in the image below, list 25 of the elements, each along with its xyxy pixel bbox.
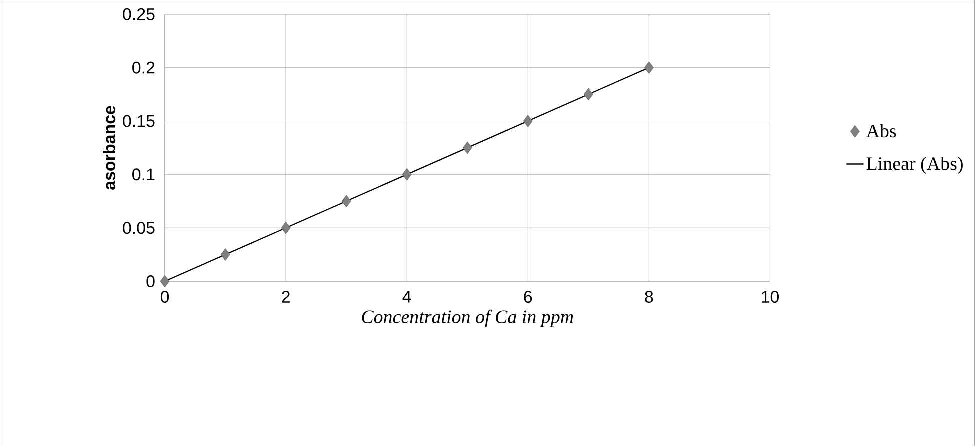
x-tick-label: 8 xyxy=(645,291,654,304)
x-axis-title: Concentration of Ca in ppm xyxy=(362,310,574,328)
x-tick-label: 2 xyxy=(282,291,290,304)
point xyxy=(644,62,654,74)
point xyxy=(220,248,230,262)
x-tick-label: 6 xyxy=(524,291,532,304)
y-tick-label: 0.2 xyxy=(132,62,155,74)
legend-label: Abs xyxy=(866,124,896,138)
y-tick-label: 0.1 xyxy=(132,168,155,181)
point xyxy=(462,142,472,154)
point xyxy=(160,276,170,288)
y-tick-label: 0.05 xyxy=(123,222,155,234)
x-tick-label: 4 xyxy=(402,291,412,303)
y-tick-label: 0.15 xyxy=(123,115,155,128)
point xyxy=(402,168,412,182)
legend-label: Linear (Abs) xyxy=(866,157,963,174)
x-tick-label: 0 xyxy=(160,291,170,304)
x-tick-label: 10 xyxy=(762,291,780,304)
y-tick-label: 0.25 xyxy=(123,8,155,21)
point xyxy=(281,222,291,235)
point xyxy=(584,88,594,101)
point xyxy=(342,195,352,208)
y-tick-label: 0 xyxy=(146,276,155,288)
point xyxy=(523,115,533,128)
y-axis-title: asorbance xyxy=(103,106,116,190)
